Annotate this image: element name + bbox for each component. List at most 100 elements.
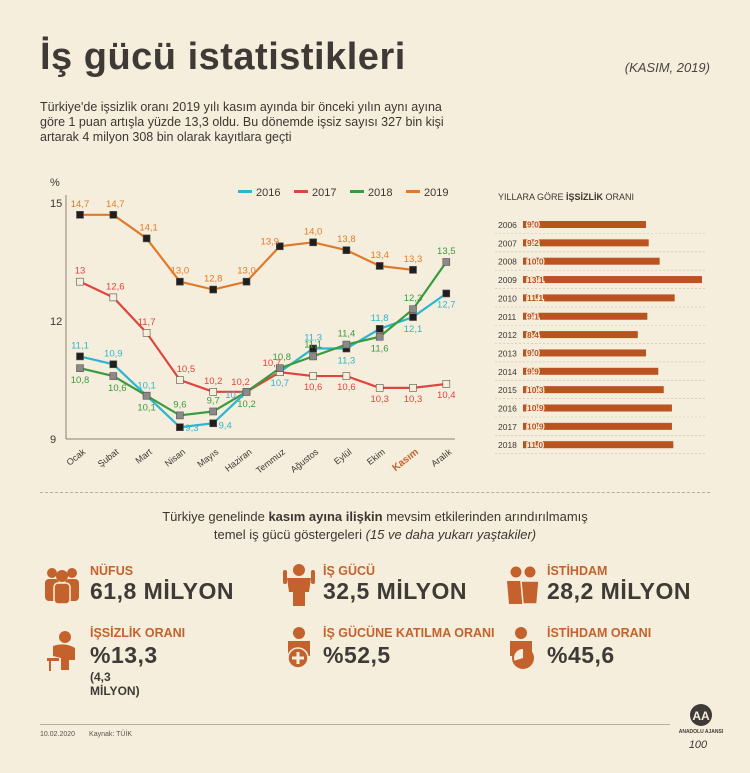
data-point-2019 — [342, 246, 351, 254]
stat-label: İŞ GÜCÜNE KATILMA ORANI — [323, 626, 495, 640]
report-date: (KASIM, 2019) — [624, 60, 710, 75]
stat-label: İSTİHDAM ORANI — [547, 626, 652, 640]
stat-value: 32,5 MİLYON — [323, 578, 467, 604]
x-tick-label: Ocak — [65, 446, 88, 467]
title-part: YILLARA GÖRE — [498, 192, 566, 202]
data-point-2017 — [309, 372, 317, 380]
bar-value-label: 11.0 — [527, 440, 543, 450]
bar-category-label: 2012 — [498, 330, 517, 340]
x-tick-label: Ağustos — [289, 446, 321, 474]
stat-label: İŞ GÜCÜ — [323, 564, 376, 578]
data-point-2019 — [176, 277, 184, 286]
data-point-2018 — [442, 258, 451, 266]
yearly-unemployment-bar-chart: YILLARA GÖRE İŞSİZLİK ORANI 2006 9.0 2007 9.… — [495, 192, 705, 455]
data-label-2018: 10,1 — [137, 403, 156, 414]
bar-value-label: 9.2 — [527, 238, 539, 248]
bar-category-label: 2017 — [498, 422, 517, 432]
subtitle-italic: (15 ve daha yukarı yaştakiler) — [365, 527, 537, 542]
logo-mark: AA — [692, 709, 710, 723]
logo-anniversary: 100 — [689, 739, 708, 751]
x-tick-label: Kasım — [390, 447, 421, 474]
data-label-2019: 14,7 — [106, 199, 125, 210]
bar — [523, 294, 675, 302]
data-label-2017: 10,6 — [337, 382, 356, 393]
bar-category-label: 2015 — [498, 385, 517, 395]
bar — [523, 386, 664, 394]
person-pie-icon — [510, 627, 534, 669]
bar-value-label: 13.1 — [527, 275, 544, 285]
bar — [523, 276, 702, 284]
data-label-2017: 10,5 — [177, 364, 196, 375]
section-divider — [40, 492, 710, 493]
data-point-2017 — [342, 372, 351, 380]
legend-label: 2019 — [424, 187, 448, 199]
x-tick-label: Nisan — [163, 447, 187, 469]
bar-category-label: 2006 — [498, 220, 517, 230]
subtitle-text-1: Türkiye genelinde — [162, 509, 269, 524]
legend-label: 2018 — [368, 187, 392, 199]
footer-divider — [40, 724, 670, 725]
data-label-2016: 9,4 — [219, 420, 232, 431]
indicators-subtitle: Türkiye genelinde kasım ayına ilişkin me… — [0, 508, 750, 544]
person-plus-icon — [287, 627, 310, 669]
x-tick-label: Mayıs — [195, 446, 220, 469]
data-point-2016 — [409, 313, 417, 321]
footer-date: 10.02.2020 — [40, 731, 76, 738]
bar-value-label: 10.9 — [527, 422, 544, 432]
data-label-2018: 10,6 — [108, 383, 127, 394]
data-label-2017: 10,7 — [263, 358, 282, 369]
bar-value-label: 10.0 — [527, 256, 544, 266]
subtitle-text-3: temel iş gücü göstergeleri — [213, 527, 366, 542]
stat-value: 28,2 MİLYON — [547, 578, 691, 604]
bar-chart-title: YILLARA GÖRE İŞSİZLİK ORANI — [498, 192, 634, 202]
stat-value: %13,3 — [90, 642, 158, 668]
data-point-2018 — [242, 387, 251, 396]
page-title: İş gücü istatistikleri — [40, 36, 406, 78]
x-tick-label: Temmuz — [254, 446, 287, 475]
data-label-2019: 13,0 — [237, 266, 256, 277]
data-label-2016: 10,1 — [137, 381, 156, 392]
data-label-2019: 13,9 — [261, 236, 280, 247]
data-point-2016 — [309, 344, 317, 353]
data-point-2019 — [76, 211, 84, 219]
intro-text: Türkiye'de işsizlik oranı 2019 yılı kası… — [40, 100, 470, 145]
data-label-2017: 10,3 — [370, 394, 389, 405]
data-label-2017: 10,2 — [231, 377, 250, 388]
data-point-2019 — [275, 242, 284, 251]
bar-value-label: 9.1 — [527, 311, 539, 321]
bar — [523, 422, 672, 430]
data-point-2016 — [76, 352, 84, 361]
data-label-2018: 9,6 — [173, 399, 186, 410]
stat-note: (4,3 MİLYON) — [90, 670, 140, 698]
data-label-2019: 14,7 — [71, 199, 90, 210]
data-point-2017 — [409, 384, 417, 392]
data-label-2018: 13,5 — [437, 246, 456, 257]
bar — [523, 331, 638, 339]
bar — [523, 221, 646, 228]
data-label-2017: 11,7 — [138, 317, 156, 328]
data-point-2017 — [209, 387, 217, 396]
data-point-2019 — [309, 238, 317, 247]
data-label-2018: 11,6 — [371, 344, 389, 355]
data-label-2019: 13,8 — [337, 234, 356, 245]
bar — [523, 257, 660, 265]
data-point-2017 — [176, 376, 184, 384]
bar-category-label: 2014 — [498, 367, 517, 377]
worker-icon — [283, 564, 315, 606]
bar — [523, 349, 646, 357]
data-label-2016: 9,3 — [185, 423, 198, 434]
logo-text: ANADOLU AJANSI — [679, 729, 724, 735]
data-point-2016 — [375, 325, 384, 333]
x-tick-label: Ekim — [365, 447, 387, 467]
bar-category-label: 2007 — [498, 238, 517, 248]
bar-category-label: 2018 — [498, 440, 517, 450]
data-point-2018 — [176, 411, 184, 420]
data-point-2017 — [142, 328, 151, 337]
y-tick-label: 9 — [50, 434, 56, 446]
data-point-2016 — [176, 423, 184, 432]
stat-label: NÜFUS — [90, 564, 134, 578]
data-point-2019 — [409, 266, 417, 274]
series-line-2018 — [79, 261, 448, 417]
x-tick-label: Şubat — [96, 446, 121, 469]
data-label-2017: 10,6 — [304, 382, 323, 393]
